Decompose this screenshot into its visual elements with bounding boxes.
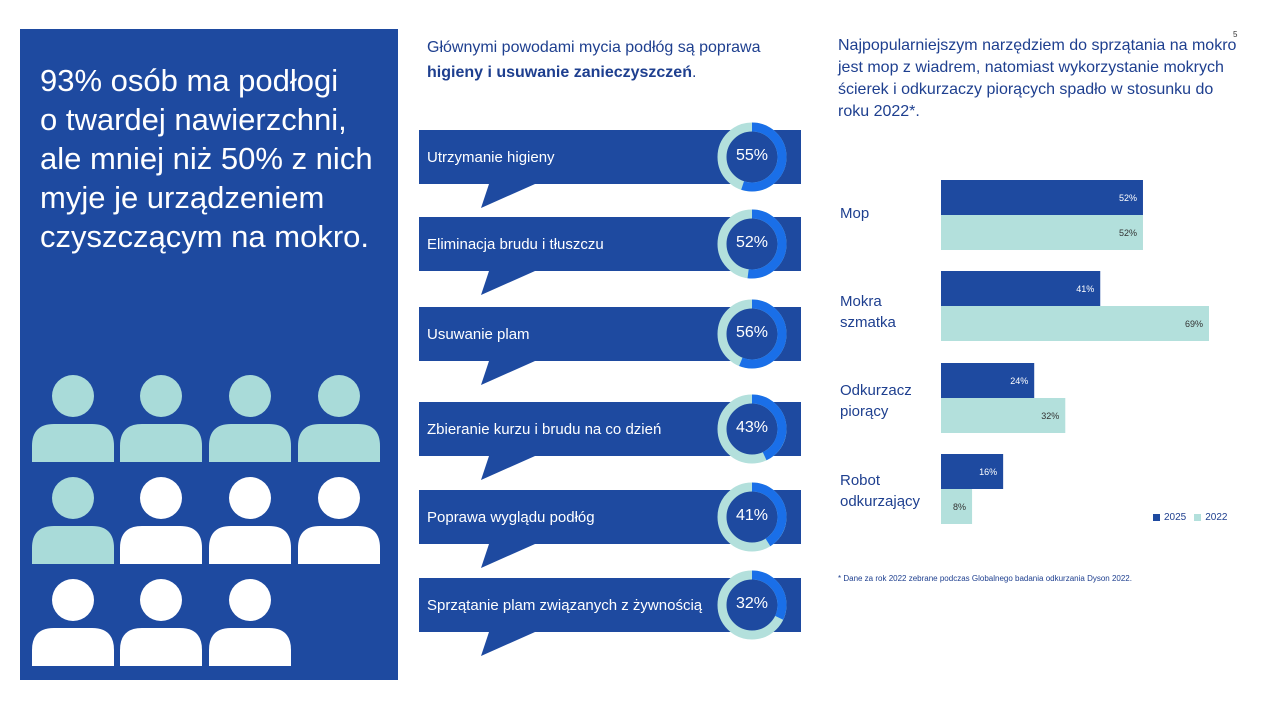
reason-banner [419,490,801,568]
person-icon [296,372,382,462]
legend-item: 2025 [1153,512,1186,523]
bar-value-label: 8% [953,502,966,512]
reason-ring [717,122,787,192]
legend-label: 2025 [1164,512,1187,523]
reason-ring [717,394,787,464]
reason-item: Sprzątanie plam związanych z żywnością 32… [419,566,804,676]
bar-value-label: 52% [1119,193,1137,203]
chart-legend: 2025 2022 [1153,512,1236,523]
tools-title: Najpopularniejszym narzędziem do sprząta… [838,37,1237,120]
person-icon [118,474,204,564]
page-number: 5 [1233,30,1238,39]
category-label: Robot odkurzający [840,472,921,510]
reason-banner [419,217,801,295]
reason-ring-fill [717,209,787,279]
reason-label: Utrzymanie higieny [427,149,555,166]
reason-banner [419,402,801,480]
reason-banner [419,130,801,208]
reason-item: Usuwanie plam 56% [419,295,804,405]
category-label: Mop [840,205,870,222]
bar-2022 [941,398,1066,433]
reason-banner [419,307,801,385]
reason-percent: 52% [735,234,769,251]
reason-label: Sprzątanie plam związanych z żywnością [427,597,703,614]
bar-2022 [941,306,1209,341]
reason-percent: 43% [735,419,769,436]
reason-percent: 32% [735,595,769,612]
reason-ring-fill [717,394,787,464]
person-icon [207,576,293,666]
bar-value-label: 32% [1041,411,1059,421]
reason-ring [717,209,787,279]
bar-2022 [941,489,973,524]
headline-panel: 93% osób ma podłogi o twardej nawierzchn… [20,29,398,680]
person-icon [30,576,116,666]
bar-value-label: 41% [1076,284,1094,294]
legend-swatch [1194,514,1202,521]
reasons-title: Głównymi powodami mycia podłóg są popraw… [427,35,817,85]
person-icon [118,372,204,462]
bar-2022 [941,215,1143,250]
reasons-title-end: . [691,64,697,81]
person-icon [207,372,293,462]
bar-value-label: 69% [1185,319,1203,329]
reasons-title-bold: higieny i usuwanie zanieczyszczeń [427,64,692,81]
bar-2025 [941,454,1004,489]
reason-label: Usuwanie plam [427,326,530,343]
reason-label: Poprawa wyglądu podłóg [427,509,595,526]
legend-swatch [1153,514,1160,521]
category-label: Odkurzacz piorący [840,382,912,420]
bar-2025 [941,271,1101,306]
person-icon [118,576,204,666]
reason-ring-fill [717,299,787,369]
reasons-title-plain: Głównymi powodami mycia podłóg są popraw… [427,39,761,56]
person-icon [296,474,382,564]
reason-label: Zbieranie kurzu i brudu na co dzień [427,421,662,438]
reason-percent: 55% [735,147,769,164]
reason-percent: 56% [735,324,769,341]
reason-ring-fill [717,570,787,640]
bar-2025 [941,363,1035,398]
reason-ring [717,570,787,640]
reason-banner [419,578,801,656]
person-icon [207,474,293,564]
reason-percent: 41% [735,507,769,524]
tools-bar-chart: 52% 52% 41% 69% 24% 32% 16% 8% [941,180,1209,524]
reason-ring [717,299,787,369]
reason-ring-fill [717,482,787,552]
reason-label: Eliminacja brudu i tłuszczu [427,236,604,253]
reason-item: Zbieranie kurzu i brudu na co dzień 43% [419,390,804,500]
people-icon-grid [20,29,398,680]
person-icon [30,372,116,462]
reason-item: Eliminacja brudu i tłuszczu 52% [419,205,804,315]
category-label: Mokra szmatka [840,293,896,331]
bar-value-label: 16% [979,467,997,477]
reason-item: Utrzymanie higieny 55% [419,118,804,228]
headline-text: 93% osób ma podłogi o twardej nawierzchn… [40,63,373,254]
legend-label: 2022 [1205,512,1228,523]
footnote: * Dane za rok 2022 zebrane podczas Globa… [838,574,1132,583]
reason-ring [717,482,787,552]
legend-item: 2022 [1194,512,1228,523]
person-icon [30,474,116,564]
bar-value-label: 24% [1010,376,1028,386]
bar-value-label: 52% [1119,228,1137,238]
bar-2025 [941,180,1143,215]
reason-ring-fill [717,122,787,192]
reason-item: Poprawa wyglądu podłóg 41% [419,478,804,588]
